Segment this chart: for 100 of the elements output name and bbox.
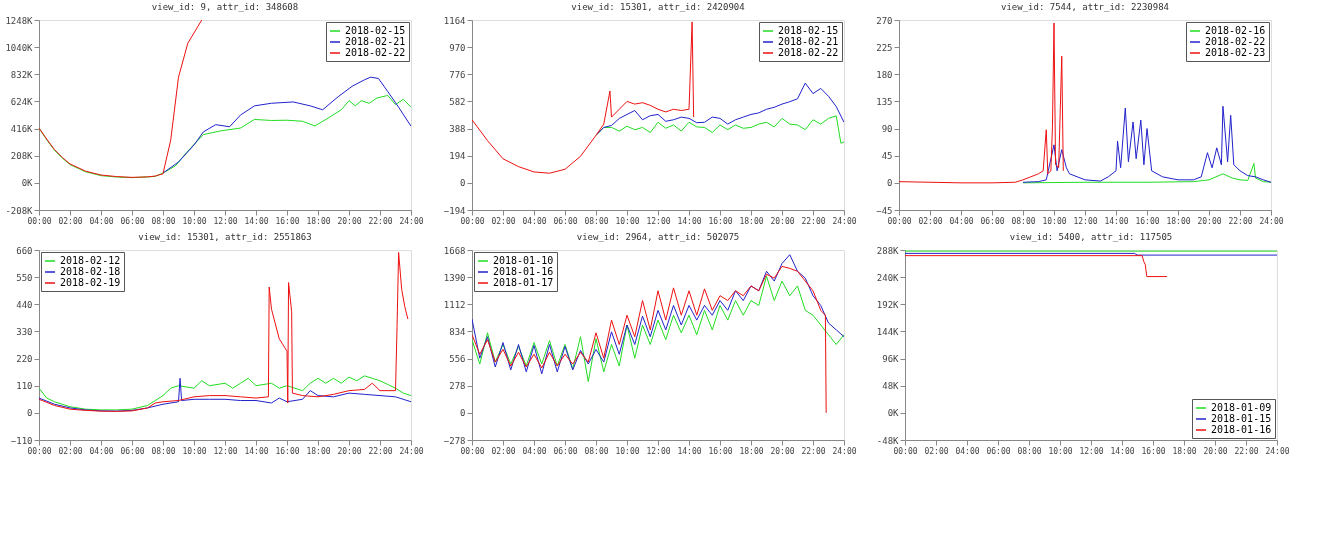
y-tick-label: 416K — [10, 124, 34, 135]
x-tick-label: 00:00 — [887, 216, 912, 226]
x-tick-label: 06:00 — [553, 216, 578, 226]
legend-label: 2018-02-21 — [345, 36, 406, 47]
x-tick-label: 12:00 — [1073, 216, 1098, 226]
x-tick-label: 16:00 — [275, 216, 300, 226]
x-tick-label: 20:00 — [1197, 216, 1222, 226]
x-tick-label: 14:00 — [244, 216, 269, 226]
legend-label: 2018-02-19 — [60, 277, 121, 288]
x-tick-label: 20:00 — [770, 446, 795, 456]
line-series — [905, 255, 1168, 278]
y-tick-label: 278 — [449, 381, 466, 392]
legend-label: 2018-01-10 — [493, 255, 554, 266]
x-tick-label: 16:00 — [1141, 446, 1166, 456]
legend-label: 2018-02-22 — [345, 47, 406, 58]
line-series — [595, 82, 844, 136]
y-tick-label: 330 — [16, 326, 33, 337]
x-tick-label: 08:00 — [584, 216, 609, 226]
x-tick-label: 06:00 — [980, 216, 1005, 226]
x-tick-label: 10:00 — [615, 446, 640, 456]
x-tick-label: 24:00 — [832, 446, 857, 456]
line-series — [1022, 105, 1271, 183]
y-tick-label: −45 — [876, 205, 893, 216]
x-tick-label: 14:00 — [677, 446, 702, 456]
x-tick-label: 18:00 — [1172, 446, 1197, 456]
legend-label: 2018-02-16 — [1205, 25, 1266, 36]
y-tick-label: 1668 — [443, 245, 466, 256]
x-tick-label: 08:00 — [151, 446, 176, 456]
y-tick-label: 660 — [16, 245, 33, 256]
y-tick-label: 135 — [876, 96, 893, 107]
x-tick-label: 18:00 — [739, 216, 764, 226]
line-series — [472, 21, 695, 174]
y-tick-label: 834 — [449, 326, 466, 337]
legend-label: 2018-02-15 — [778, 25, 839, 36]
x-tick-label: 06:00 — [120, 446, 145, 456]
x-tick-label: 10:00 — [182, 216, 207, 226]
x-tick-label: 16:00 — [708, 216, 733, 226]
chart-title: view_id: 5400, attr_id: 117505 — [1009, 232, 1173, 242]
legend-label: 2018-01-15 — [1211, 413, 1272, 424]
x-tick-label: 20:00 — [770, 216, 795, 226]
x-tick-label: 24:00 — [832, 216, 857, 226]
x-tick-label: 24:00 — [1259, 216, 1284, 226]
y-tick-label: 192K — [876, 299, 900, 310]
legend-label: 2018-01-09 — [1211, 402, 1272, 413]
x-tick-label: 24:00 — [399, 216, 424, 226]
chart-title: view_id: 15301, attr_id: 2420904 — [571, 2, 745, 12]
y-tick-label: −110 — [10, 435, 33, 446]
x-tick-label: 02:00 — [58, 446, 83, 456]
legend-label: 2018-02-22 — [778, 47, 839, 58]
x-tick-label: 02:00 — [491, 216, 516, 226]
x-tick-label: 22:00 — [1234, 446, 1259, 456]
y-tick-label: 45 — [881, 151, 893, 162]
y-tick-label: 1390 — [443, 272, 466, 283]
legend-label: 2018-02-21 — [778, 36, 839, 47]
x-tick-label: 10:00 — [1042, 216, 1067, 226]
x-tick-label: 10:00 — [615, 216, 640, 226]
y-tick-label: 144K — [876, 326, 900, 337]
line-series — [162, 76, 411, 174]
legend-label: 2018-01-16 — [493, 266, 554, 277]
y-tick-label: -208K — [5, 205, 34, 216]
x-tick-label: 12:00 — [1079, 446, 1104, 456]
x-tick-label: 04:00 — [89, 446, 114, 456]
chart-title: view_id: 15301, attr_id: 2551863 — [138, 232, 312, 242]
x-tick-label: 22:00 — [368, 446, 393, 456]
y-tick-label: 1164 — [443, 15, 466, 26]
x-tick-label: 22:00 — [368, 216, 393, 226]
y-tick-label: 440 — [16, 299, 33, 310]
y-tick-label: 0 — [27, 408, 33, 419]
x-tick-label: 10:00 — [182, 446, 207, 456]
line-series — [472, 254, 844, 375]
y-tick-label: 0K — [21, 178, 34, 189]
y-tick-label: 180 — [876, 69, 893, 80]
x-tick-label: 04:00 — [522, 446, 547, 456]
y-tick-label: 0 — [887, 178, 893, 189]
x-tick-label: 00:00 — [460, 216, 485, 226]
x-tick-label: 00:00 — [27, 446, 52, 456]
x-tick-label: 08:00 — [1011, 216, 1036, 226]
y-tick-label: −278 — [443, 435, 466, 446]
legend-label: 2018-01-16 — [1211, 424, 1272, 435]
y-tick-label: 832K — [10, 69, 34, 80]
x-tick-label: 00:00 — [460, 446, 485, 456]
x-tick-label: 22:00 — [1228, 216, 1253, 226]
x-tick-label: 04:00 — [949, 216, 974, 226]
y-tick-label: 550 — [16, 272, 33, 283]
y-tick-label: 270 — [876, 15, 893, 26]
y-tick-label: 48K — [882, 381, 900, 392]
y-tick-label: 388 — [449, 124, 466, 135]
x-tick-label: 20:00 — [337, 216, 362, 226]
line-series — [472, 265, 827, 414]
x-tick-label: 04:00 — [522, 216, 547, 226]
chart-title: view_id: 7544, attr_id: 2230984 — [1001, 2, 1169, 12]
y-tick-label: 1112 — [443, 299, 466, 310]
y-tick-label: 225 — [876, 42, 893, 53]
y-tick-label: 90 — [881, 124, 893, 135]
x-tick-label: 02:00 — [924, 446, 949, 456]
x-tick-label: 16:00 — [1135, 216, 1160, 226]
y-tick-label: 556 — [449, 354, 466, 365]
legend-label: 2018-02-23 — [1205, 47, 1266, 58]
x-tick-label: 20:00 — [1203, 446, 1228, 456]
legend-label: 2018-02-12 — [60, 255, 121, 266]
